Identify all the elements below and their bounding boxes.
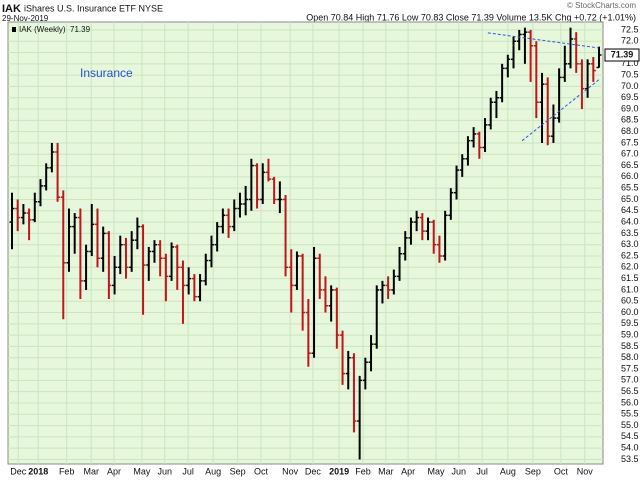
x-tick-label: 2019 bbox=[329, 466, 349, 476]
x-tick-label: Apr bbox=[107, 466, 121, 476]
y-tick-label: 65.5 bbox=[621, 183, 639, 193]
x-tick-label: Aug bbox=[500, 466, 516, 476]
y-tick-label: 55.0 bbox=[621, 420, 639, 430]
y-tick-label: 67.0 bbox=[621, 149, 639, 159]
legend-label: IAK (Weekly) bbox=[19, 25, 66, 34]
y-tick-label: 69.5 bbox=[621, 92, 639, 102]
y-tick-label: 57.5 bbox=[621, 363, 639, 373]
x-tick-label: Jul bbox=[476, 466, 488, 476]
x-tick-label: 2018 bbox=[28, 466, 48, 476]
x-tick-label: Jul bbox=[182, 466, 194, 476]
price-tag: 71.39 bbox=[611, 49, 634, 59]
date: 29-Nov-2019 bbox=[2, 14, 49, 23]
y-tick-label: 56.5 bbox=[621, 386, 639, 396]
y-tick-label: 56.0 bbox=[621, 397, 639, 407]
y-tick-label: 64.5 bbox=[621, 205, 639, 215]
x-tick-label: Nov bbox=[282, 466, 299, 476]
legend-value: 71.39 bbox=[70, 25, 91, 34]
plot-area bbox=[7, 21, 604, 465]
y-tick-label: 70.0 bbox=[621, 81, 639, 91]
x-tick-label: Mar bbox=[83, 466, 99, 476]
y-tick-label: 58.5 bbox=[621, 341, 639, 351]
y-tick-label: 62.5 bbox=[621, 250, 639, 260]
x-tick-label: Jun bbox=[452, 466, 467, 476]
y-tick-label: 62.0 bbox=[621, 262, 639, 272]
y-tick-label: 72.5 bbox=[621, 24, 639, 34]
y-tick-label: 55.5 bbox=[621, 409, 639, 419]
x-tick-label: Aug bbox=[205, 466, 221, 476]
x-tick-label: Sep bbox=[230, 466, 246, 476]
y-tick-label: 54.5 bbox=[621, 431, 639, 441]
x-tick-label: Oct bbox=[254, 466, 269, 476]
y-tick-label: 59.5 bbox=[621, 318, 639, 328]
y-tick-label: 66.5 bbox=[621, 160, 639, 170]
x-tick-label: Feb bbox=[59, 466, 75, 476]
y-tick-label: 54.0 bbox=[621, 443, 639, 453]
y-tick-label: 68.0 bbox=[621, 126, 639, 136]
quote: Open 70.84 High 71.76 Low 70.83 Close 71… bbox=[306, 12, 636, 22]
y-tick-label: 53.5 bbox=[621, 454, 639, 464]
y-tick-label: 63.0 bbox=[621, 239, 639, 249]
y-tick-label: 65.0 bbox=[621, 194, 639, 204]
y-tick-label: 61.5 bbox=[621, 273, 639, 283]
x-tick-label: Dec bbox=[10, 466, 27, 476]
y-tick-label: 60.0 bbox=[621, 307, 639, 317]
x-tick-label: Apr bbox=[401, 466, 415, 476]
y-tick-label: 58.0 bbox=[621, 352, 639, 362]
x-tick-label: Nov bbox=[577, 466, 594, 476]
x-tick-label: Sep bbox=[525, 466, 541, 476]
y-tick-label: 71.0 bbox=[621, 58, 639, 68]
y-tick-label: 67.5 bbox=[621, 137, 639, 147]
annotation: Insurance bbox=[80, 66, 133, 80]
y-tick-label: 59.0 bbox=[621, 330, 639, 340]
security-name: iShares U.S. Insurance ETF NYSE bbox=[24, 3, 163, 13]
x-tick-label: Feb bbox=[355, 466, 371, 476]
y-tick-label: 69.0 bbox=[621, 103, 639, 113]
trendline bbox=[521, 79, 600, 142]
y-tick-label: 60.5 bbox=[621, 296, 639, 306]
x-tick-label: Mar bbox=[378, 466, 394, 476]
legend-swatch bbox=[12, 27, 16, 32]
x-tick-label: May bbox=[428, 466, 446, 476]
price-tag-box bbox=[604, 48, 640, 62]
x-tick-label: May bbox=[133, 466, 151, 476]
x-tick-label: Oct bbox=[554, 466, 569, 476]
copyright: © StockCharts.com bbox=[567, 1, 636, 10]
y-tick-label: 66.0 bbox=[621, 171, 639, 181]
y-tick-label: 63.5 bbox=[621, 228, 639, 238]
symbol: IAK bbox=[2, 3, 21, 15]
y-tick-label: 57.0 bbox=[621, 375, 639, 385]
x-tick-label: Dec bbox=[305, 466, 322, 476]
y-tick-label: 68.5 bbox=[621, 115, 639, 125]
trendline bbox=[487, 32, 600, 49]
y-tick-label: 64.0 bbox=[621, 216, 639, 226]
y-tick-label: 72.0 bbox=[621, 36, 639, 46]
y-tick-label: 70.5 bbox=[621, 70, 639, 80]
x-tick-label: Jun bbox=[157, 466, 172, 476]
y-tick-label: 61.0 bbox=[621, 284, 639, 294]
